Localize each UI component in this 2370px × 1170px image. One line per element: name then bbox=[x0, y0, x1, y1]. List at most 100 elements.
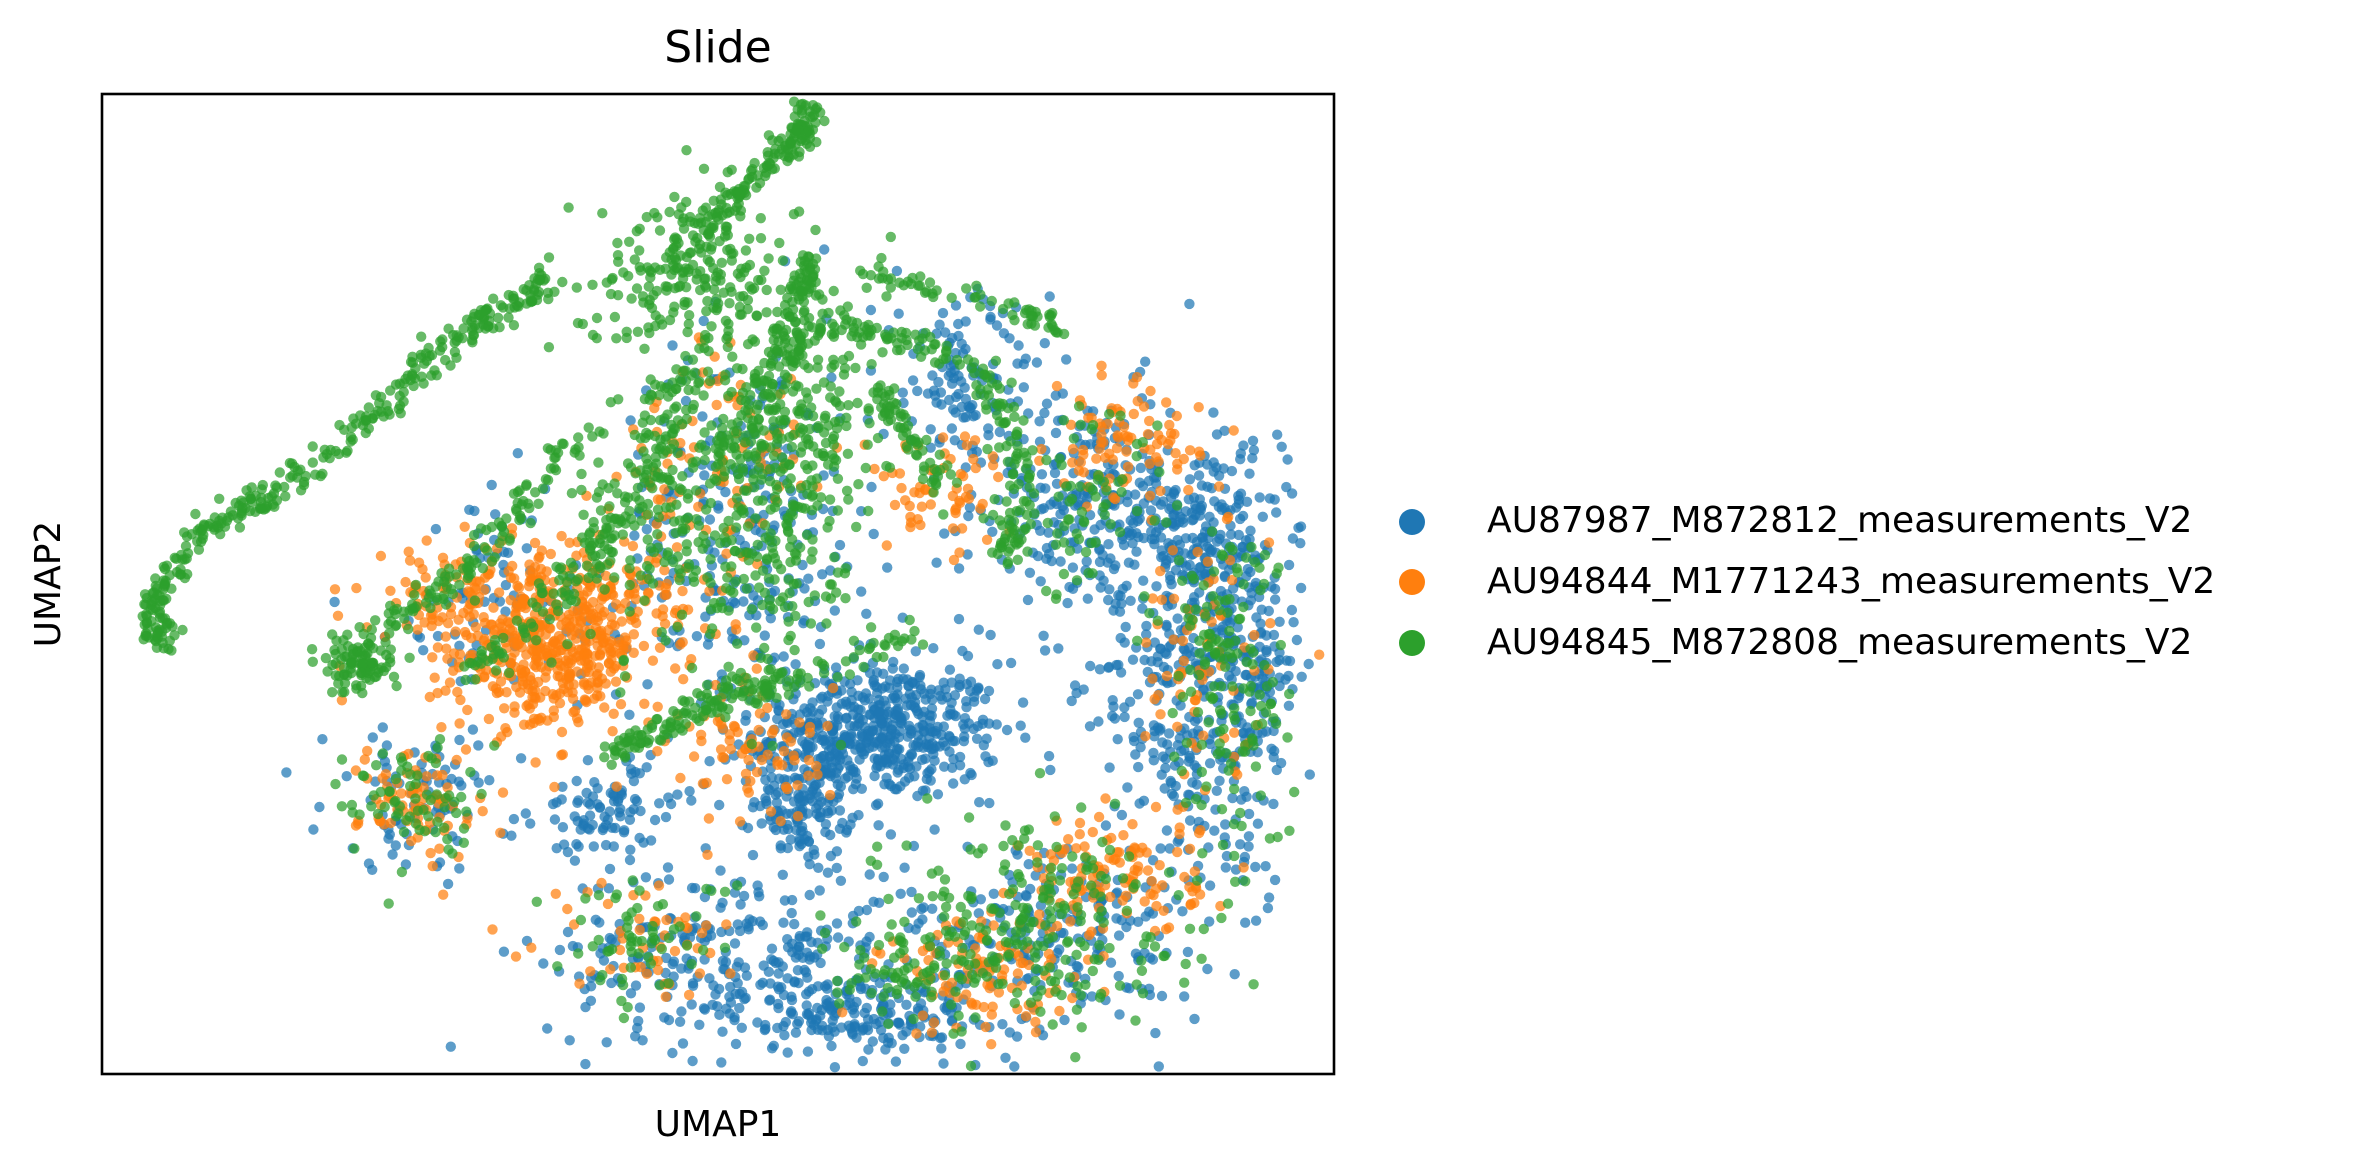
data-point bbox=[1170, 484, 1181, 496]
data-point bbox=[768, 955, 779, 967]
data-point bbox=[1128, 518, 1139, 529]
data-point bbox=[1202, 556, 1214, 567]
data-point bbox=[1043, 527, 1054, 538]
data-point bbox=[404, 555, 416, 566]
data-point bbox=[603, 658, 615, 669]
data-point bbox=[1142, 865, 1154, 876]
data-point bbox=[1156, 545, 1167, 556]
data-point bbox=[702, 366, 714, 377]
data-point bbox=[600, 839, 612, 851]
data-point bbox=[931, 397, 942, 408]
data-point bbox=[781, 709, 792, 720]
data-point bbox=[1011, 1031, 1023, 1042]
data-point bbox=[938, 1058, 949, 1069]
data-point bbox=[772, 981, 784, 992]
data-point bbox=[947, 490, 959, 502]
data-point bbox=[1204, 758, 1216, 769]
data-point bbox=[582, 755, 594, 766]
data-point bbox=[761, 554, 773, 565]
data-point bbox=[501, 687, 512, 698]
data-point bbox=[429, 672, 440, 683]
data-point bbox=[743, 924, 754, 935]
data-point bbox=[526, 644, 537, 655]
data-point bbox=[421, 771, 432, 782]
data-point bbox=[571, 282, 582, 293]
data-point bbox=[894, 468, 906, 479]
data-point bbox=[730, 576, 741, 587]
data-point bbox=[1133, 761, 1144, 773]
data-point bbox=[684, 310, 695, 321]
data-point bbox=[1115, 632, 1126, 644]
data-point bbox=[1153, 429, 1164, 441]
data-point bbox=[801, 741, 813, 752]
data-point bbox=[427, 652, 438, 663]
data-point bbox=[1116, 598, 1127, 609]
data-point bbox=[1145, 385, 1156, 397]
data-point bbox=[815, 492, 827, 503]
data-point bbox=[605, 397, 616, 408]
data-point bbox=[1229, 969, 1240, 980]
data-point bbox=[557, 276, 568, 288]
data-point bbox=[1020, 732, 1031, 743]
data-point bbox=[396, 788, 407, 799]
data-point bbox=[925, 442, 936, 453]
data-point bbox=[754, 708, 766, 719]
data-point bbox=[850, 362, 861, 374]
data-point bbox=[841, 485, 853, 496]
data-point bbox=[576, 484, 587, 496]
data-point bbox=[414, 632, 426, 643]
data-point bbox=[756, 438, 767, 450]
data-point bbox=[694, 968, 706, 979]
data-point bbox=[751, 663, 762, 674]
data-point bbox=[594, 917, 605, 928]
data-point bbox=[716, 1057, 727, 1068]
data-point bbox=[424, 691, 435, 703]
data-point bbox=[1108, 563, 1120, 575]
data-point bbox=[615, 811, 626, 822]
data-point bbox=[669, 945, 681, 957]
data-point bbox=[596, 877, 607, 889]
data-point bbox=[843, 494, 854, 505]
data-point bbox=[821, 618, 832, 629]
data-point bbox=[728, 720, 740, 732]
data-point bbox=[662, 547, 674, 558]
data-point bbox=[948, 778, 959, 789]
data-point bbox=[912, 385, 923, 397]
data-point bbox=[806, 1017, 817, 1028]
data-point bbox=[1111, 443, 1123, 454]
data-point bbox=[953, 318, 964, 330]
data-point bbox=[714, 799, 725, 811]
data-point bbox=[977, 498, 988, 510]
data-point bbox=[630, 766, 641, 778]
data-point bbox=[1287, 533, 1299, 544]
data-point bbox=[587, 819, 598, 831]
data-point bbox=[925, 775, 936, 786]
data-point bbox=[998, 964, 1010, 975]
data-point bbox=[764, 594, 776, 605]
data-point bbox=[878, 871, 889, 883]
data-point bbox=[994, 426, 1005, 438]
data-point bbox=[1178, 517, 1189, 528]
data-point bbox=[454, 718, 465, 729]
data-point bbox=[597, 479, 608, 490]
data-point bbox=[987, 755, 998, 766]
data-point bbox=[1124, 696, 1136, 707]
data-point bbox=[948, 554, 960, 566]
data-point bbox=[1155, 709, 1166, 720]
data-point bbox=[816, 796, 827, 808]
data-point bbox=[834, 805, 846, 816]
data-point bbox=[992, 659, 1003, 670]
data-point bbox=[778, 414, 790, 426]
data-point bbox=[499, 703, 510, 714]
data-point bbox=[654, 642, 666, 653]
data-point bbox=[1219, 425, 1230, 436]
data-point bbox=[1093, 811, 1105, 823]
data-point bbox=[703, 332, 714, 344]
data-point bbox=[706, 321, 717, 332]
data-point bbox=[1114, 519, 1125, 530]
data-point bbox=[573, 644, 585, 655]
data-point bbox=[973, 908, 984, 919]
data-point bbox=[1271, 764, 1283, 776]
data-point bbox=[805, 712, 816, 723]
data-point bbox=[578, 509, 589, 520]
